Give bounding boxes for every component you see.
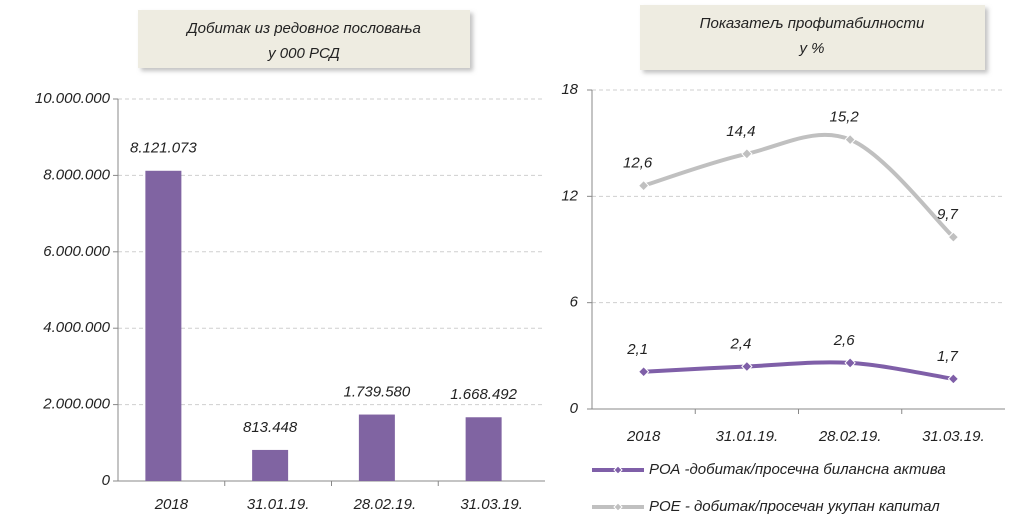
data-label: 9,7 (937, 206, 959, 223)
bar (358, 414, 395, 481)
data-label: 813.448 (243, 419, 298, 436)
y-tick-label: 0 (102, 472, 111, 489)
point-marker (637, 366, 650, 378)
y-tick-label: 6 (570, 294, 579, 311)
data-label: 15,2 (830, 109, 860, 126)
y-tick-label: 6.000.000 (43, 243, 110, 260)
point-marker (947, 231, 960, 243)
legend-marker (613, 502, 623, 512)
x-tick-label: 28.02.19. (353, 496, 417, 513)
data-label: 12,6 (623, 155, 653, 172)
point-marker (844, 357, 856, 369)
point-marker (947, 373, 960, 385)
chart-title: Добитак из редовног пословања (185, 20, 421, 37)
data-label: 1,7 (937, 348, 959, 365)
y-tick-label: 8.000.000 (43, 166, 110, 183)
y-tick-label: 4.000.000 (43, 319, 110, 336)
x-tick-label: 31.01.19. (247, 496, 310, 513)
y-tick-label: 0 (570, 400, 579, 417)
data-label: 2,1 (626, 341, 648, 358)
chart-title: Показатељ профитабилности (700, 15, 925, 32)
y-tick-label: 2.000.000 (42, 396, 110, 413)
series-line (643, 360, 954, 381)
title-box (640, 5, 985, 70)
legend-label: РОЕ - добитак/просечан укупан капитал (649, 498, 940, 515)
x-tick-label: 2018 (626, 428, 661, 445)
data-label: 2,4 (729, 335, 751, 352)
point-marker (637, 179, 650, 192)
title-box (138, 10, 470, 68)
legend-marker (613, 465, 623, 475)
chart-subtitle: у 000 РСД (267, 45, 340, 62)
data-label: 8.121.073 (130, 140, 197, 157)
data-label: 14,4 (726, 123, 755, 140)
x-tick-label: 31.03.19. (460, 496, 523, 513)
legend-label: РОА -добитак/просечна билансна актива (649, 461, 946, 478)
bar (145, 170, 182, 481)
x-tick-label: 31.03.19. (922, 428, 985, 445)
data-label: 1.739.580 (344, 384, 411, 401)
x-tick-label: 2018 (154, 496, 189, 513)
x-tick-label: 28.02.19. (818, 428, 882, 445)
data-label: 1.668.492 (450, 386, 517, 403)
point-marker (741, 148, 753, 160)
series-line (643, 132, 955, 239)
data-label: 2,6 (833, 332, 856, 349)
chart-subtitle: у % (798, 40, 824, 57)
bar (465, 417, 502, 481)
y-tick-label: 10.000.000 (35, 90, 111, 107)
x-tick-label: 31.01.19. (716, 428, 779, 445)
point-marker (844, 133, 856, 146)
bar (252, 449, 289, 481)
y-tick-label: 18 (561, 81, 578, 98)
y-tick-label: 12 (561, 187, 578, 204)
point-marker (741, 360, 753, 373)
